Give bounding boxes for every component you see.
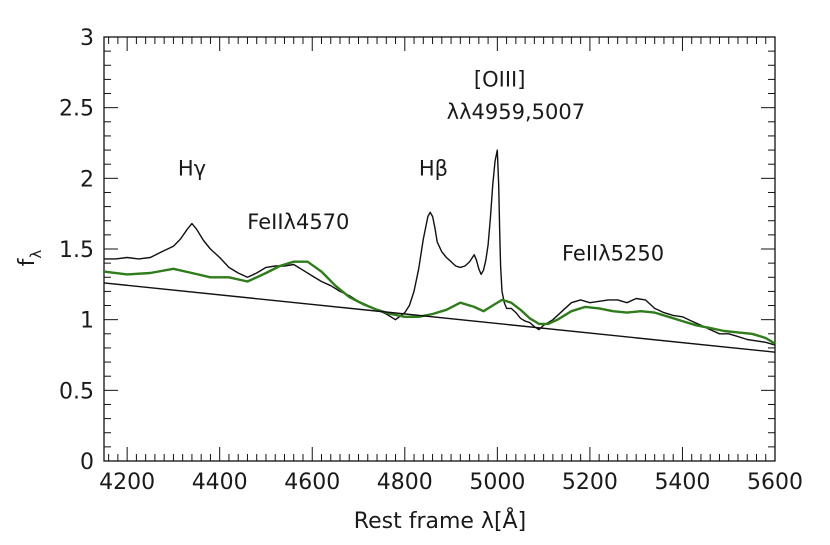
observed-spectrum-line	[104, 149, 776, 346]
x-tick-label: 4200	[99, 470, 155, 495]
y-tick-label: 2	[80, 167, 94, 192]
annotations-layer: Hγ FeIIλ4570 Hβ [OIII] λλ4959,5007 FeIIλ5250	[178, 67, 664, 265]
continuum-line	[103, 282, 776, 353]
plot-border	[103, 36, 776, 462]
svg-text:fλ: fλ	[15, 250, 45, 267]
x-tick-label: 4600	[284, 470, 340, 495]
series-layer	[103, 149, 776, 353]
annotation-label: Hβ	[419, 157, 448, 181]
annotation-label: [OIII]	[474, 67, 526, 91]
y-tick-label: 0	[80, 450, 94, 475]
annotation-label: FeIIλ4570	[247, 210, 349, 234]
annotation-label: Hγ	[178, 157, 206, 181]
y-axis-label: f	[15, 257, 40, 266]
model-fit-line	[103, 260, 776, 345]
y-tick-label: 1	[80, 309, 94, 334]
x-tick-label: 5000	[469, 470, 525, 495]
x-tick-label: 5200	[562, 470, 618, 495]
y-tick-label: 2.5	[59, 97, 94, 122]
annotation-label: FeIIλ5250	[562, 241, 664, 265]
x-tick-label: 5400	[654, 470, 710, 495]
y-tick-label: 0.5	[59, 379, 94, 404]
x-axis-title: Rest frame λ[Å]	[354, 507, 526, 534]
y-axis-title: fλ	[15, 250, 45, 267]
plot-frame	[103, 36, 776, 462]
y-tick-label: 3	[80, 26, 94, 51]
annotation-label: λλ4959,5007	[447, 100, 585, 124]
ticks-layer: 4200 4400 4600 4800 5000 5200 5400 5600 0 0.5 1 1.5…	[59, 26, 803, 495]
x-tick-label: 4400	[192, 470, 248, 495]
y-axis-subscript: λ	[27, 250, 45, 259]
y-tick-label: 1.5	[59, 238, 94, 263]
x-tick-label: 4800	[377, 470, 433, 495]
x-tick-label: 5600	[747, 470, 803, 495]
